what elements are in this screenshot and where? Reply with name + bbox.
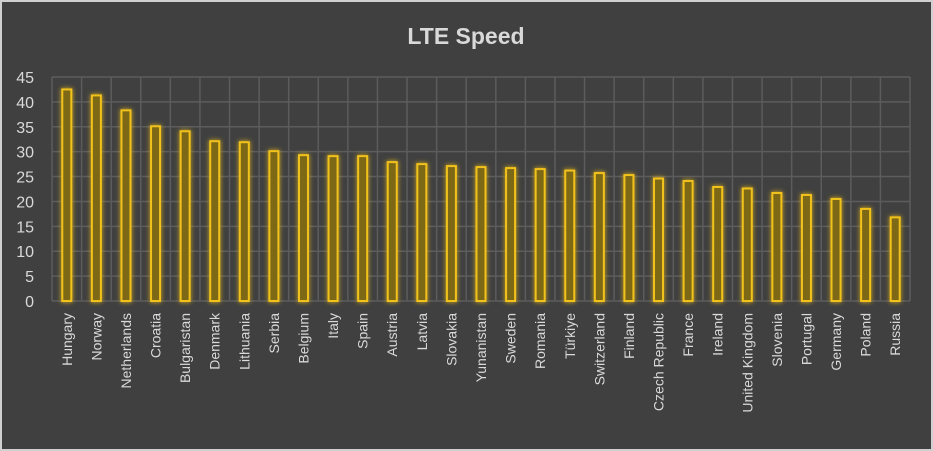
- x-tick-label: Austria: [384, 313, 400, 357]
- x-tick-label: Italy: [325, 313, 341, 339]
- x-tick-label: Netherlands: [118, 313, 134, 389]
- x-tick-label: Portugal: [798, 313, 814, 365]
- y-tick-label: 30: [16, 145, 34, 162]
- bar-lithuania: [238, 141, 250, 302]
- bar-norway: [90, 94, 102, 303]
- x-tick-label: Latvia: [414, 313, 430, 351]
- y-tick-label: 5: [25, 269, 34, 286]
- x-tick-label: Ireland: [710, 313, 726, 356]
- x-tick-label: Spain: [355, 313, 371, 349]
- x-tick-label: Romania: [532, 313, 548, 369]
- y-tick-label: 0: [25, 294, 34, 311]
- bar-spain: [357, 155, 369, 302]
- y-tick-label: 15: [16, 219, 34, 236]
- bar-france: [682, 180, 694, 302]
- x-tick-label: Norway: [88, 313, 104, 360]
- bar-belgium: [297, 154, 309, 302]
- x-tick-label: Poland: [858, 313, 874, 357]
- x-tick-label: France: [680, 313, 696, 357]
- bars: [61, 88, 901, 303]
- x-tick-label: Slovakia: [443, 313, 459, 366]
- bar-netherlands: [120, 109, 132, 303]
- y-tick-label: 35: [16, 120, 34, 137]
- bar-portugal: [800, 193, 812, 302]
- y-axis: 0 5 10 15 20 25 30 35 40 45: [16, 70, 34, 311]
- x-tick-label: Sweden: [503, 313, 519, 364]
- bar-slovenia: [771, 191, 783, 302]
- bar-serbia: [268, 150, 280, 302]
- x-tick-label: Finland: [621, 313, 637, 359]
- bar-switzerland: [593, 172, 605, 302]
- bar-denmark: [209, 140, 221, 302]
- bar-russia: [889, 216, 901, 302]
- bar-latvia: [416, 163, 428, 302]
- x-tick-label: United Kingdom: [739, 313, 755, 413]
- gridlines: [51, 76, 911, 302]
- x-tick-label: Türkiye: [562, 313, 578, 359]
- x-tick-label: Russia: [887, 313, 903, 356]
- bar-finland: [623, 174, 635, 302]
- bar-türkiye: [564, 169, 576, 302]
- x-tick-label: Switzerland: [591, 313, 607, 385]
- bar-croatia: [150, 125, 162, 302]
- x-tick-label: Yunanistan: [473, 313, 489, 382]
- bar-austria: [386, 161, 398, 302]
- x-tick-label: Slovenia: [769, 313, 785, 367]
- y-tick-label: 45: [16, 70, 34, 87]
- bar-bulgaristan: [179, 130, 191, 302]
- bar-hungary: [61, 88, 73, 302]
- y-tick-label: 25: [16, 170, 34, 187]
- bar-sweden: [505, 167, 517, 302]
- x-tick-label: Serbia: [266, 313, 282, 354]
- x-tick-label: Germany: [828, 313, 844, 371]
- bar-poland: [860, 207, 872, 303]
- x-tick-label: Hungary: [59, 313, 75, 366]
- bar-romania: [534, 168, 546, 302]
- bar-germany: [830, 197, 842, 302]
- y-tick-label: 20: [16, 194, 34, 211]
- bar-ireland: [712, 186, 724, 303]
- y-tick-label: 40: [16, 95, 34, 112]
- chart-title: LTE Speed: [407, 23, 524, 49]
- bar-italy: [327, 155, 339, 302]
- x-tick-label: Belgium: [295, 313, 311, 364]
- y-tick-label: 10: [16, 244, 34, 261]
- x-tick-label: Bulgaristan: [177, 313, 193, 383]
- bar-czech-republic: [653, 177, 665, 302]
- x-tick-label: Denmark: [207, 312, 223, 370]
- x-tick-label: Czech Republic: [651, 313, 667, 411]
- x-tick-label: Lithuania: [236, 313, 252, 370]
- bar-yunanistan: [475, 166, 487, 302]
- x-axis: Hungary Norway Netherlands Croatia Bulgarist…: [59, 312, 903, 413]
- x-tick-label: Croatia: [148, 313, 164, 358]
- bar-slovakia: [445, 165, 457, 302]
- bar-united-kingdom: [741, 187, 753, 303]
